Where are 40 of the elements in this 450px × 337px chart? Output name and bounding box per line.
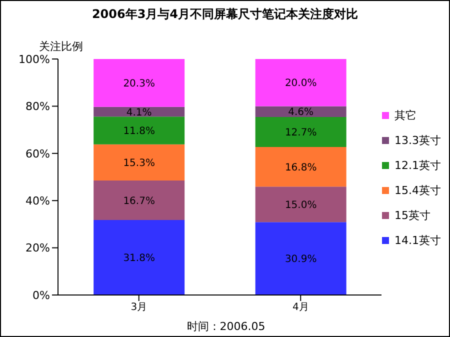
- legend-label: 13.3英寸: [394, 133, 441, 148]
- legend-label: 12.1英寸: [394, 158, 441, 173]
- bar: [255, 106, 346, 118]
- y-tick-label: 80%: [26, 100, 50, 114]
- data-label: 31.8%: [123, 253, 155, 264]
- bar: [255, 222, 346, 295]
- data-label: 20.0%: [284, 78, 317, 90]
- data-label: 15.0%: [284, 200, 317, 211]
- x-tick-label: 4月: [292, 302, 309, 314]
- bar: [255, 59, 346, 106]
- data-label: 16.7%: [123, 196, 155, 207]
- bar: [94, 180, 185, 220]
- y-axis-title: 关注比例: [39, 39, 83, 54]
- y-tick-label: 40%: [26, 194, 50, 208]
- chart-title: 2006年3月与4月不同屏幕尺寸笔记本关注度对比: [90, 6, 360, 23]
- data-label: 15.3%: [123, 158, 155, 170]
- legend-label: 15.4英寸: [394, 183, 441, 198]
- bar: [255, 147, 346, 187]
- data-label: 20.3%: [123, 78, 155, 90]
- legend-label: 14.1英寸: [394, 233, 441, 248]
- data-label: 4.6%: [288, 107, 314, 118]
- data-label: 16.8%: [284, 162, 317, 174]
- bar: [94, 220, 185, 295]
- bar: [94, 144, 185, 181]
- bar: [255, 186, 346, 222]
- data-label: 4.1%: [126, 107, 152, 118]
- y-tick-label: 0%: [32, 288, 50, 302]
- x-tick-label: 3月: [130, 302, 148, 314]
- legend-label: 其它: [394, 108, 416, 123]
- bar: [255, 117, 346, 148]
- y-tick-label: 100%: [18, 52, 50, 66]
- text: 时间：2006.05: [186, 320, 266, 333]
- bar: [94, 116, 185, 144]
- data-label: 12.7%: [284, 128, 317, 139]
- y-tick-label: 60%: [26, 147, 50, 160]
- data-label: 30.9%: [284, 254, 317, 266]
- data-label: 11.8%: [123, 126, 155, 138]
- legend-label: 15英寸: [394, 208, 430, 223]
- y-tick-label: 20%: [26, 242, 50, 255]
- bar: [94, 59, 185, 107]
